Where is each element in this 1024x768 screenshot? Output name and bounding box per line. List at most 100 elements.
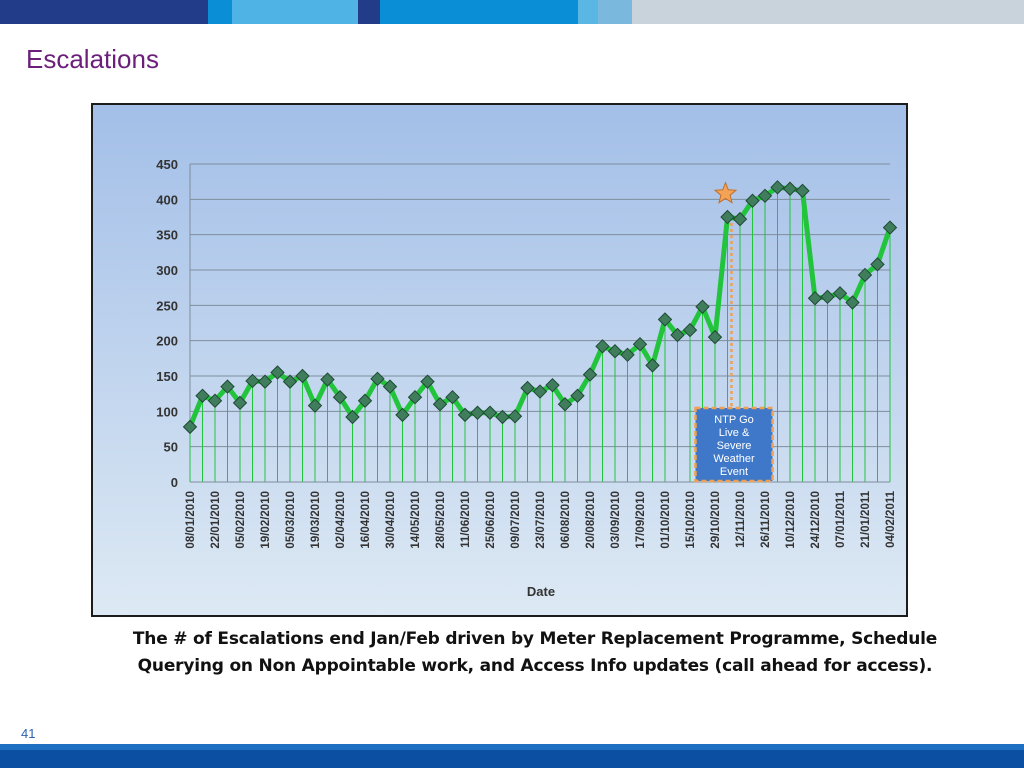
data-point [495,409,510,425]
x-tick-label: 05/03/2010 [285,491,297,549]
series-escalations [182,180,898,435]
data-point [820,289,835,305]
data-point [782,181,798,196]
x-tick-label: 06/08/2010 [560,491,572,549]
data-point [870,257,885,272]
y-tick-label: 0 [171,475,178,490]
data-point [370,371,385,387]
x-tick-label: 28/05/2010 [435,491,447,549]
x-tick-label: 07/01/2011 [835,490,847,548]
data-point [332,389,348,405]
slide-title: Escalations [26,44,159,74]
data-point [420,374,435,389]
data-point [282,374,298,389]
band-light-segment [232,0,358,24]
x-tick-label: 24/12/2010 [810,491,822,549]
band-light-segment [598,0,632,24]
bottom-decorative-band [0,744,1024,768]
x-tick-label: 12/11/2010 [735,491,747,548]
data-point [620,347,635,363]
annotation-box [694,406,774,483]
data-point [757,188,773,204]
y-tick-label: 400 [156,192,178,207]
data-point [482,405,498,420]
x-tick-label: 09/07/2010 [510,491,522,549]
data-point [795,183,810,199]
data-point [732,211,748,227]
y-tick-label: 450 [156,157,178,172]
data-point [745,193,760,208]
data-point [220,379,235,394]
data-point [670,327,685,343]
data-point [682,322,698,338]
y-tick-label: 250 [156,298,178,313]
data-point [345,409,360,425]
data-point [382,379,398,394]
star-icon [713,181,738,204]
data-point [320,372,335,387]
x-tick-label: 29/10/2010 [710,491,722,549]
annotation-text-line: Weather [713,453,755,465]
data-point [445,389,460,405]
chart-canvas: 0 50 100 150 200 250 300 350 400 450 08/01/2010 22… [93,105,906,615]
y-tick-label: 50 [164,440,178,455]
data-point [532,384,548,399]
data-point [607,344,623,359]
band-light-segment [578,0,598,24]
data-point [645,358,660,373]
y-tick-label: 300 [156,263,178,278]
band-dark-segment [0,0,208,24]
data-point [557,397,573,412]
x-tick-label: 30/04/2010 [385,491,397,549]
data-point [245,373,260,389]
data-point [407,389,423,405]
y-tick-label: 150 [156,369,178,384]
escalations-chart: 0 50 100 150 200 250 300 350 400 450 08/01/2010 22… [91,103,908,617]
x-tick-label: 21/01/2011 [860,490,872,548]
data-point [595,339,610,354]
data-point [182,419,198,435]
band-pale-segment [632,0,1024,24]
data-point [357,393,373,408]
data-point [695,299,710,314]
annotation-text-line: Event [720,466,748,478]
band-mid-segment [380,0,578,24]
y-tick-label: 200 [156,334,178,349]
x-tick-label: 22/01/2010 [210,491,222,549]
data-point [657,312,673,327]
data-point [857,267,873,283]
data-point [395,407,410,423]
x-tick-label: 19/02/2010 [260,491,272,549]
band-mid-segment [208,0,232,24]
data-point [832,286,848,301]
x-tick-label: 11/06/2010 [460,491,472,548]
x-tick-label: 26/11/2010 [760,491,772,548]
data-point [582,367,598,382]
slide-caption: The # of Escalations end Jan/Feb driven … [132,629,938,676]
band-dark-segment [358,0,380,24]
data-point [232,395,248,411]
data-point [432,397,448,412]
y-tick-label: 350 [156,228,178,243]
data-point [520,380,535,396]
x-tick-label: 14/05/2010 [410,491,422,549]
data-point [770,180,785,195]
page-number: 41 [21,726,36,741]
data-point [195,388,210,403]
x-tick-label: 05/02/2010 [235,491,247,549]
x-tick-label: 01/10/2010 [660,491,672,549]
data-point [720,209,735,225]
data-point [707,329,723,345]
annotation-text-line: Live & [719,427,750,439]
data-point [295,368,310,384]
x-tick-label: 16/04/2010 [360,491,372,549]
x-tick-label: 04/02/2011 [885,490,897,548]
data-point [570,388,585,403]
x-axis-label: Date [527,584,555,599]
data-point [307,398,323,413]
data-point [845,295,860,310]
x-tick-label: 08/01/2010 [185,491,197,549]
y-axis: 0 50 100 150 200 250 300 350 400 450 [156,157,191,490]
data-point [270,365,285,380]
